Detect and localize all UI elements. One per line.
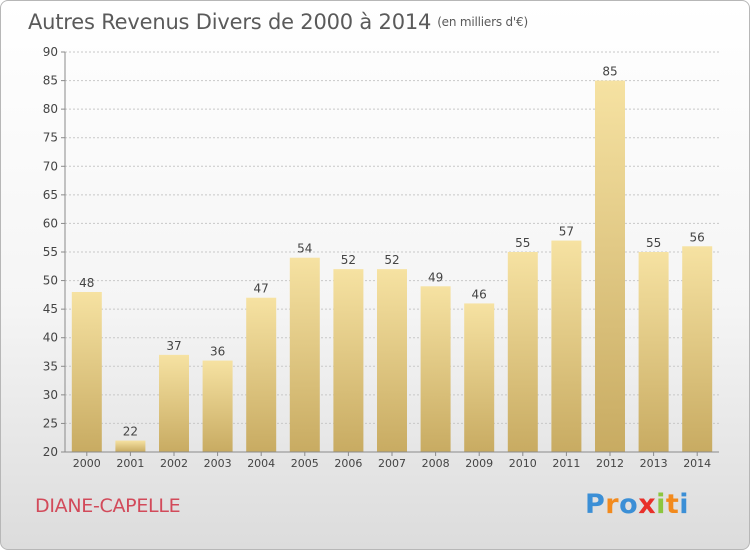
value-label: 55	[515, 236, 530, 250]
bar	[682, 246, 713, 452]
logo-letter: i	[679, 489, 690, 520]
bar	[289, 257, 320, 452]
x-tick-label: 2000	[73, 457, 101, 470]
x-tick-label: 2009	[465, 457, 493, 470]
x-tick-label: 2010	[509, 457, 537, 470]
y-tick-label: 90	[43, 45, 58, 59]
bar	[420, 286, 451, 452]
y-tick-label: 35	[43, 359, 58, 373]
axes	[61, 51, 719, 456]
value-label: 56	[690, 230, 705, 244]
logo-letter: o	[619, 489, 639, 520]
y-tick-label: 60	[43, 216, 58, 230]
x-tick-label: 2006	[334, 457, 362, 470]
value-label: 22	[123, 425, 138, 439]
labels: 20 25 30 35 40 45 50 55 60 65 70 75 80 85 90 48 2000 22 20…	[43, 45, 711, 470]
value-label: 55	[646, 236, 661, 250]
x-tick-label: 2012	[596, 457, 624, 470]
bars	[71, 80, 713, 453]
chart-subtitle: (en milliers d'€)	[437, 15, 528, 29]
value-label: 37	[166, 339, 181, 353]
y-tick-label: 70	[43, 159, 58, 173]
chart-title-text: Autres Revenus Divers de 2000 à 2014	[28, 10, 432, 34]
y-tick-label: 80	[43, 102, 58, 116]
y-tick-label: 55	[43, 245, 58, 259]
logo-letter: t	[665, 489, 680, 520]
value-label: 85	[602, 65, 617, 79]
value-label: 36	[210, 345, 225, 359]
value-label: 49	[428, 270, 443, 284]
bar	[115, 440, 146, 452]
y-tick-label: 45	[43, 302, 58, 316]
y-tick-label: 50	[43, 274, 58, 288]
y-tick-label: 30	[43, 388, 58, 402]
y-tick-label: 75	[43, 131, 58, 145]
logo-letter: i	[656, 489, 666, 520]
x-tick-label: 2007	[378, 457, 406, 470]
bar	[333, 269, 364, 452]
bar	[71, 292, 102, 452]
bar	[377, 269, 407, 452]
bar	[202, 360, 233, 452]
logo-letter: x	[638, 489, 657, 520]
y-tick-label: 65	[43, 188, 58, 202]
bar	[246, 297, 277, 452]
value-label: 52	[341, 253, 356, 267]
value-label: 57	[559, 225, 574, 239]
bar	[507, 252, 538, 452]
x-tick-label: 2002	[160, 457, 188, 470]
y-tick-label: 25	[43, 416, 58, 430]
chart-title: Autres Revenus Divers de 2000 à 2014 (en …	[28, 10, 528, 34]
value-label: 46	[472, 287, 487, 301]
logo-letter: r	[605, 489, 620, 520]
y-tick-label: 85	[43, 74, 58, 88]
y-tick-label: 40	[43, 331, 58, 345]
bar	[638, 252, 669, 452]
value-label: 52	[384, 253, 399, 267]
bar	[464, 303, 495, 452]
value-label: 47	[254, 282, 269, 296]
logo-letter: P	[585, 489, 606, 520]
proxiti-logo[interactable]: Proxiti	[585, 489, 689, 520]
value-label: 48	[79, 276, 94, 290]
x-tick-label: 2003	[204, 457, 232, 470]
bar	[551, 240, 582, 452]
y-tick-label: 20	[43, 445, 58, 459]
x-tick-label: 2013	[640, 457, 668, 470]
x-tick-label: 2014	[683, 457, 711, 470]
bar	[159, 354, 189, 452]
x-tick-label: 2005	[291, 457, 319, 470]
city-name: DIANE-CAPELLE	[35, 495, 181, 517]
x-tick-label: 2001	[116, 457, 144, 470]
x-tick-label: 2004	[247, 457, 275, 470]
x-tick-label: 2011	[552, 457, 580, 470]
value-label: 54	[297, 242, 312, 256]
bar	[595, 80, 625, 453]
x-tick-label: 2008	[422, 457, 450, 470]
